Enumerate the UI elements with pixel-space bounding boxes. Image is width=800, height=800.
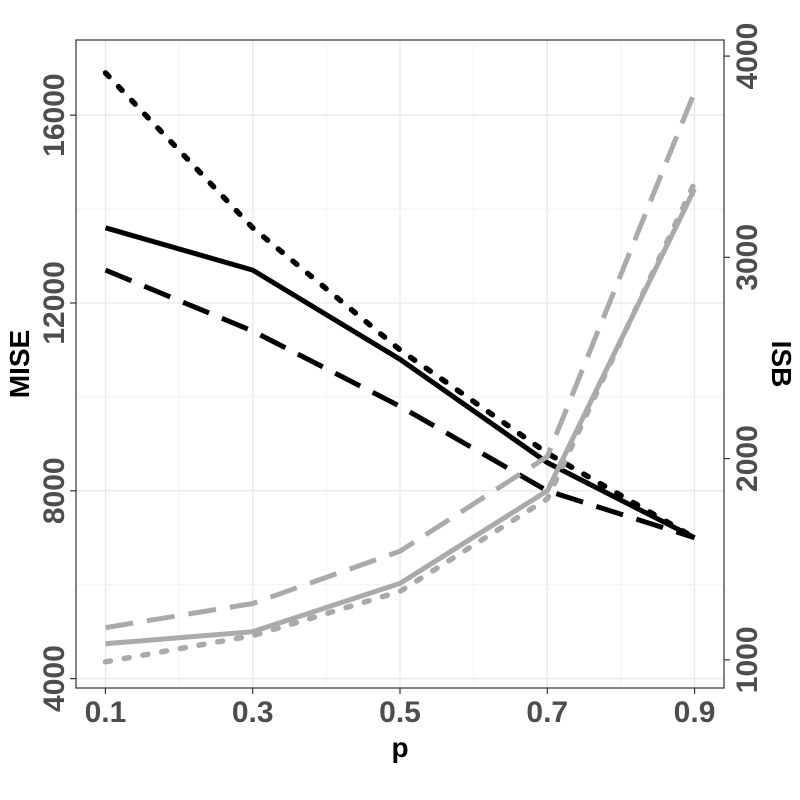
x-tick-label: 0.3 <box>232 696 274 729</box>
y-axis-title-left: MISE <box>4 330 35 398</box>
y-left-tick-label: 12000 <box>38 261 71 344</box>
series-line-2 <box>104 267 696 541</box>
series-line-3 <box>102 70 698 541</box>
x-tick-label: 0.1 <box>85 696 127 729</box>
y-right-tick-label: 1000 <box>731 626 764 693</box>
y-left-tick-label: 16000 <box>38 73 71 156</box>
y-right-tick-label: 4000 <box>731 23 764 90</box>
x-tick-label: 0.7 <box>526 696 568 729</box>
y-left-tick-label: 8000 <box>38 457 71 524</box>
y-axis-title-right: ISB <box>766 341 797 388</box>
series-line-4 <box>105 187 697 647</box>
x-tick-label: 0.5 <box>379 696 421 729</box>
y-left-tick-label: 4000 <box>38 645 71 712</box>
x-axis-title: p <box>391 732 408 763</box>
axes: 0.1 0.3 0.5 0.7 0.9 4000 8000 12000 16000 1000 200… <box>38 23 764 729</box>
x-tick-label: 0.9 <box>674 696 716 729</box>
y-right-tick-label: 3000 <box>731 224 764 291</box>
series-line-5 <box>105 91 697 631</box>
y-right-tick-label: 2000 <box>731 425 764 492</box>
series-layer <box>102 70 698 665</box>
series-line-6 <box>102 180 698 665</box>
series-line-1 <box>104 225 696 540</box>
